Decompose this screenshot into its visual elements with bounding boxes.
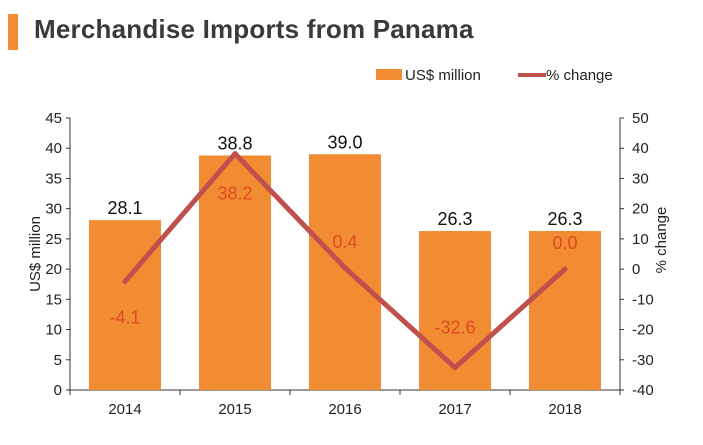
line-value-label: -4.1: [109, 308, 140, 328]
y2-tick-label: 30: [632, 170, 649, 187]
y2-tick-label: -40: [632, 382, 654, 399]
y2-tick-label: 50: [632, 110, 649, 127]
bar: [419, 231, 491, 390]
chart-title: Merchandise Imports from Panama: [34, 14, 474, 44]
y2-tick-label: 10: [632, 231, 649, 248]
legend: US$ million % change: [376, 67, 613, 84]
line-point: [562, 266, 568, 272]
y2-tick-label: -10: [632, 291, 654, 308]
y-tick-label: 45: [45, 110, 62, 127]
line-value-label: 0.4: [332, 232, 357, 252]
line-point: [342, 265, 348, 271]
y-tick-label: 25: [45, 231, 62, 248]
y2-tick-label: 20: [632, 201, 649, 218]
bar: [199, 155, 271, 390]
y-tick-label: 30: [45, 201, 62, 218]
legend-label-bar: US$ million: [405, 67, 481, 84]
x-tick-label: 2017: [438, 401, 471, 418]
y-tick-label: 5: [54, 352, 62, 369]
line-point: [232, 151, 238, 157]
bar-value-label: 39.0: [327, 132, 362, 152]
title-accent-bar: [8, 14, 18, 50]
y-axis-label: US$ million: [27, 216, 44, 292]
y2-tick-label: -30: [632, 352, 654, 369]
line-point: [452, 365, 458, 371]
y2-axis-label: % change: [653, 207, 670, 274]
y-tick-label: 15: [45, 291, 62, 308]
data-labels: 28.1 38.8 39.0 26.3 26.3 -4.1 38.2 0.4 -32.6 0.0: [107, 132, 582, 337]
line-point: [122, 279, 128, 285]
bar-series: [89, 154, 601, 390]
y-tick-label: 10: [45, 322, 62, 339]
x-tick-label: 2015: [218, 401, 251, 418]
y-tick-label: 20: [45, 261, 62, 278]
bar: [529, 231, 601, 390]
legend-label-line: % change: [546, 67, 613, 84]
bar-value-label: 38.8: [217, 133, 252, 153]
bar-value-label: 26.3: [437, 209, 472, 229]
line-value-label: 0.0: [552, 233, 577, 253]
legend-swatch-bar: [376, 69, 402, 80]
bar-value-label: 26.3: [547, 209, 582, 229]
y2-tick-label: 40: [632, 140, 649, 157]
y-tick-label: 35: [45, 170, 62, 187]
x-tick-label: 2014: [108, 401, 141, 418]
line-value-label: 38.2: [217, 184, 252, 204]
line-series: [122, 151, 568, 371]
axes: 0 5 10 15 20 25 30 35 40 45 -40 -30 -20 -10 0 10 20 30 40 5…: [45, 110, 653, 418]
x-tick-label: 2018: [548, 401, 581, 418]
y2-tick-label: 0: [632, 261, 640, 278]
y-tick-label: 40: [45, 140, 62, 157]
y-tick-label: 0: [54, 382, 62, 399]
line-value-label: -32.6: [434, 318, 475, 338]
bar: [309, 154, 381, 390]
bar: [89, 220, 161, 390]
y2-tick-label: -20: [632, 322, 654, 339]
bar-value-label: 28.1: [107, 198, 142, 218]
x-tick-label: 2016: [328, 401, 361, 418]
